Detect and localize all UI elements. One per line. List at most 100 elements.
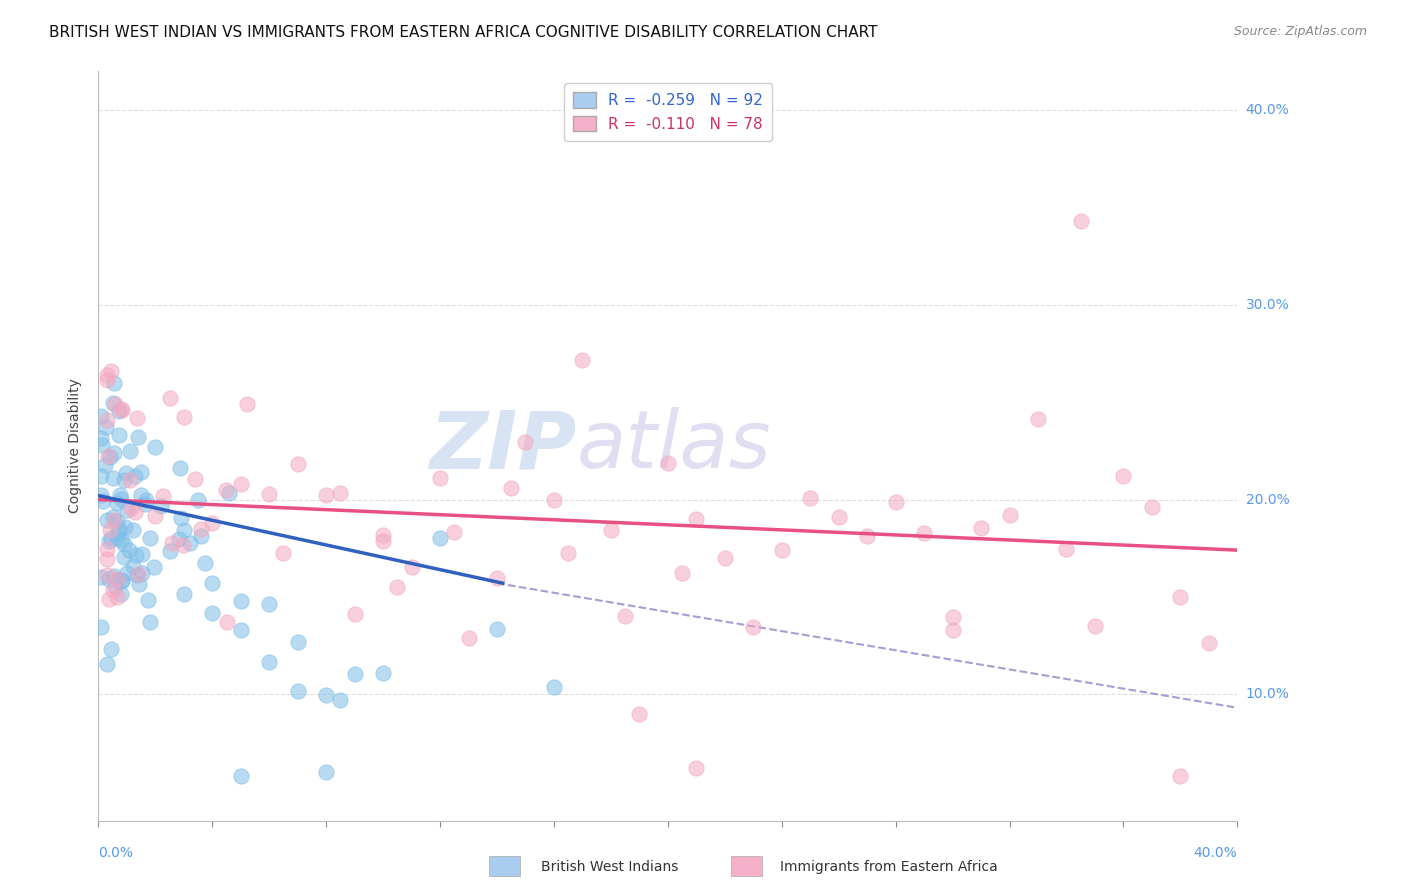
- Point: [107, 524, 129, 538]
- Text: 40.0%: 40.0%: [1246, 103, 1289, 117]
- Text: British West Indians: British West Indians: [541, 860, 679, 874]
- Point: [236, 397, 259, 411]
- Legend: R =  -0.259   N = 92, R =  -0.110   N = 78: R = -0.259 N = 92, R = -0.110 N = 78: [564, 83, 772, 141]
- Point: [105, 572, 128, 586]
- Point: [104, 578, 127, 592]
- Point: [145, 508, 167, 523]
- Text: ZIP: ZIP: [429, 407, 576, 485]
- Point: [190, 522, 212, 536]
- Point: [121, 523, 143, 537]
- Text: 20.0%: 20.0%: [1246, 492, 1289, 507]
- Point: [90, 438, 112, 452]
- Point: [742, 619, 765, 633]
- Point: [287, 683, 309, 698]
- Point: [942, 610, 965, 624]
- Point: [486, 622, 509, 636]
- Point: [884, 495, 907, 509]
- Point: [103, 513, 125, 527]
- Point: [98, 450, 121, 465]
- Point: [108, 427, 131, 442]
- Point: [218, 485, 240, 500]
- Point: [184, 472, 207, 486]
- Point: [343, 607, 366, 622]
- Point: [138, 615, 160, 629]
- Point: [125, 548, 148, 562]
- Point: [96, 657, 118, 672]
- Point: [557, 546, 579, 560]
- Point: [131, 547, 153, 561]
- Point: [129, 466, 152, 480]
- Point: [117, 502, 139, 516]
- Point: [139, 532, 162, 546]
- Point: [129, 487, 152, 501]
- Point: [657, 456, 679, 470]
- Point: [98, 523, 121, 537]
- Point: [108, 488, 131, 502]
- Point: [108, 404, 131, 418]
- Point: [145, 440, 167, 454]
- Point: [1112, 469, 1135, 483]
- Point: [179, 535, 201, 549]
- Point: [614, 608, 637, 623]
- Point: [169, 532, 191, 546]
- Point: [105, 574, 128, 588]
- Point: [287, 457, 309, 471]
- Point: [273, 546, 295, 560]
- Point: [100, 364, 122, 378]
- Point: [770, 542, 793, 557]
- Point: [111, 574, 134, 589]
- Point: [131, 566, 153, 581]
- Point: [105, 591, 128, 605]
- Point: [96, 413, 118, 427]
- Point: [107, 531, 129, 545]
- Point: [229, 594, 252, 608]
- Point: [486, 571, 509, 585]
- Point: [173, 409, 195, 424]
- Point: [114, 466, 136, 480]
- Point: [429, 471, 451, 485]
- Point: [429, 532, 451, 546]
- Point: [135, 493, 157, 508]
- Point: [138, 592, 160, 607]
- Point: [714, 550, 737, 565]
- Point: [103, 446, 125, 460]
- Point: [96, 368, 118, 383]
- Point: [105, 496, 128, 510]
- Point: [259, 486, 281, 500]
- Text: 40.0%: 40.0%: [1194, 846, 1237, 860]
- Point: [115, 566, 138, 580]
- Point: [98, 572, 121, 586]
- Point: [373, 534, 395, 549]
- Point: [101, 396, 124, 410]
- Point: [343, 667, 366, 681]
- Point: [1170, 769, 1192, 783]
- Point: [108, 522, 131, 536]
- Point: [120, 473, 142, 487]
- Text: BRITISH WEST INDIAN VS IMMIGRANTS FROM EASTERN AFRICA COGNITIVE DISABILITY CORRE: BRITISH WEST INDIAN VS IMMIGRANTS FROM E…: [49, 25, 877, 40]
- Point: [1026, 412, 1049, 426]
- Point: [96, 541, 118, 556]
- Point: [127, 430, 149, 444]
- Point: [124, 469, 146, 483]
- Point: [1198, 636, 1220, 650]
- Point: [160, 536, 183, 550]
- Point: [112, 473, 135, 487]
- Point: [828, 509, 851, 524]
- Point: [329, 486, 352, 500]
- Point: [173, 587, 195, 601]
- Point: [104, 397, 127, 411]
- Point: [190, 529, 212, 543]
- Point: [1170, 590, 1192, 604]
- Point: [543, 680, 565, 694]
- Point: [543, 493, 565, 508]
- Point: [96, 373, 118, 387]
- Point: [90, 620, 112, 634]
- Point: [315, 688, 337, 702]
- Point: [110, 587, 132, 601]
- Point: [912, 526, 935, 541]
- Point: [159, 544, 181, 558]
- Point: [101, 510, 124, 524]
- Point: [172, 538, 194, 552]
- Point: [90, 488, 112, 502]
- Point: [201, 516, 224, 530]
